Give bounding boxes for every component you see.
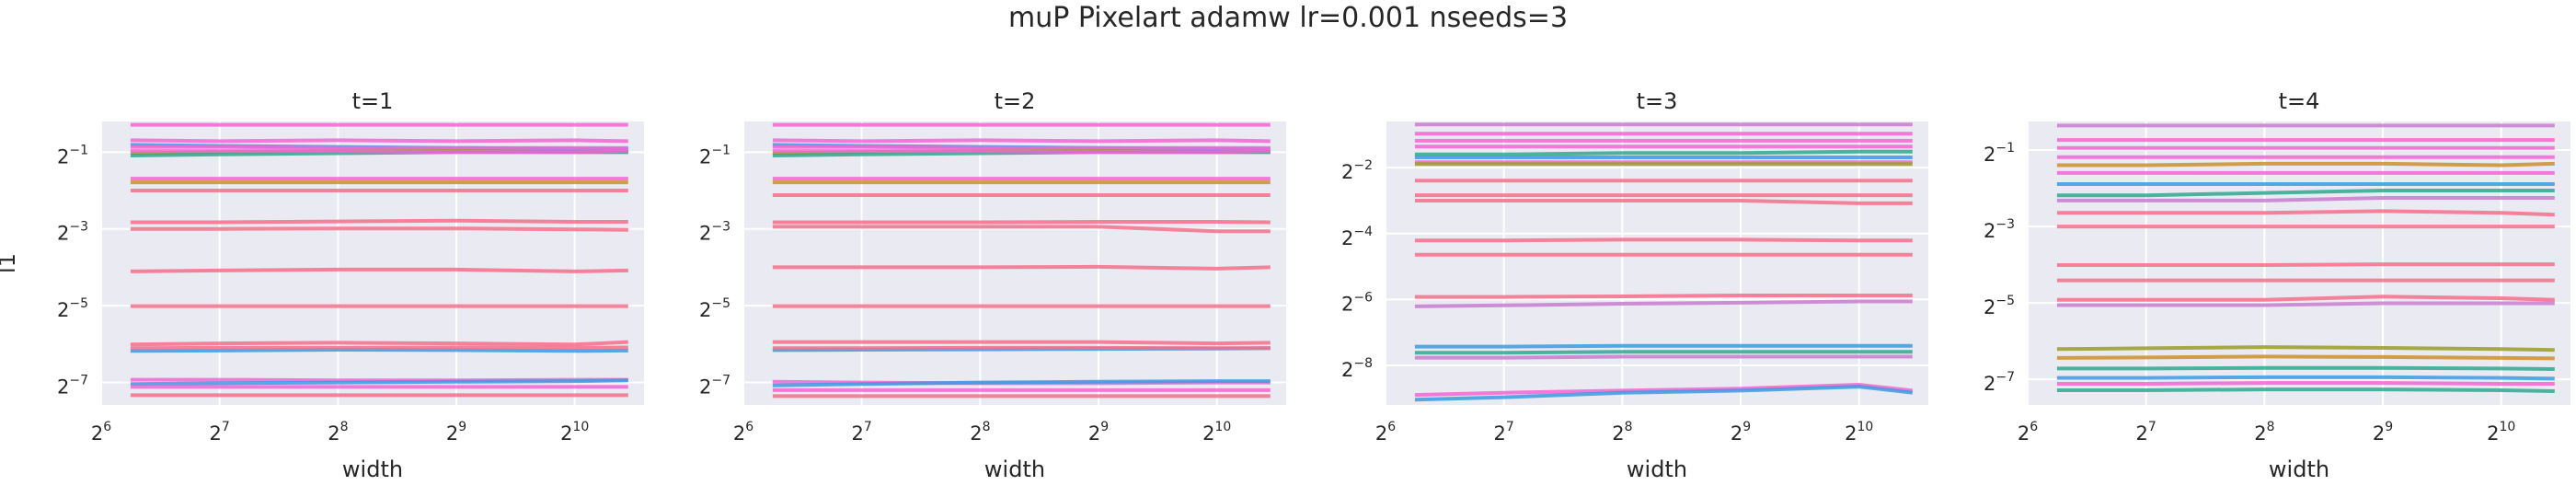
panel-2-series-line-12 (772, 264, 1271, 271)
panel-3-ytick-label-3: 2−8 (1341, 356, 1373, 381)
panel-1-ytick-label-1: 2−3 (57, 220, 88, 245)
panel-3-series-line-4 (1414, 149, 1913, 156)
panel-1-ytick-label-2: 2−5 (57, 296, 88, 321)
panel-4-title: t=4 (2279, 88, 2320, 114)
panel-2-title: t=2 (995, 88, 1036, 114)
panel-1-series-line-15 (130, 348, 628, 353)
panel-2-xtick-label-3: 29 (1088, 420, 1109, 445)
panel-3-ytick-label-1: 2−4 (1341, 225, 1373, 249)
panel-3-xtick-label-0: 26 (1375, 420, 1396, 445)
panel-2-series-line-1 (772, 138, 1271, 144)
panel-1-ylabel: l1 (0, 253, 20, 273)
panel-1-xtick-label-2: 28 (328, 420, 348, 445)
panel-4-series-line-13 (2056, 295, 2555, 302)
panel-1-background (101, 121, 644, 405)
panel-4-series-line-17 (2056, 365, 2555, 371)
panel-3-xtick-label-2: 28 (1612, 420, 1632, 445)
panel-3-series-line-10 (1414, 199, 1913, 205)
panel-2-background (743, 121, 1286, 405)
panel-2-ytick-label-2: 2−5 (699, 296, 730, 321)
panel-4-xtick-label-0: 26 (2018, 420, 2038, 445)
panel-2-series-line-14 (772, 340, 1271, 346)
panel-4-series-line-9 (2056, 209, 2555, 217)
panel-3-ytick-label-0: 2−2 (1341, 158, 1373, 183)
panel-4-xtick-label-3: 29 (2373, 420, 2393, 445)
panel-1-series-line-14 (130, 340, 628, 347)
panel-3-xlabel: width (1627, 457, 1687, 482)
panel-2-series-line-11 (772, 225, 1271, 234)
panel-2-xlabel: width (984, 457, 1045, 482)
panel-4-xtick-label-4: 210 (2487, 420, 2515, 445)
panel-4-xtick-label-1: 27 (2136, 420, 2156, 445)
panel-3-series-line-19 (1414, 385, 1914, 402)
panel-1-title: t=1 (352, 88, 394, 114)
panel-1-xlabel: width (342, 457, 403, 482)
panel-1-series-line-16 (130, 345, 628, 351)
panel-2-xtick-label-1: 27 (852, 420, 872, 445)
panel-1-xtick-label-1: 27 (210, 420, 230, 445)
panel-3-title: t=3 (1637, 88, 1678, 114)
panel-4-xlabel: width (2269, 457, 2329, 482)
panel-1-series-line-3 (130, 144, 628, 150)
panel-2-xtick-label-0: 26 (733, 420, 753, 445)
panel-4-series-line-15 (2056, 345, 2555, 353)
panel-1-series-line-1 (130, 138, 628, 144)
panel-4-ytick-label-1: 2−3 (1984, 217, 2015, 242)
panel-2-series-line-3 (772, 144, 1271, 150)
panel-4-series-line-4 (2056, 161, 2555, 168)
panel-4-series-line-19 (2056, 381, 2555, 386)
panel-3-series-line-13 (1414, 294, 1913, 299)
panel-2-xtick-label-4: 210 (1202, 420, 1231, 445)
panel-4-series-line-14 (2056, 301, 2555, 307)
figure-suptitle: muP Pixelart adamw lr=0.001 nseeds=3 (1007, 2, 1569, 34)
panel-2-ytick-label-1: 2−3 (699, 220, 730, 245)
panel-1-xtick-label-4: 210 (560, 420, 589, 445)
panel-1-series-line-18 (130, 378, 628, 387)
panel-4-xtick-label-2: 28 (2254, 420, 2274, 445)
panel-1-xtick-label-3: 29 (446, 420, 466, 445)
panel-4-series-line-16 (2056, 354, 2555, 361)
panel-4-ytick-label-0: 2−1 (1984, 141, 2015, 166)
panel-4-series-line-8 (2056, 196, 2555, 202)
panel-3-series-line-16 (1414, 350, 1913, 355)
panel-1-series-line-10 (130, 218, 628, 225)
panel-1-series-line-12 (130, 267, 628, 273)
panel-4-ytick-label-2: 2−5 (1984, 294, 2015, 318)
panel-2-xtick-label-2: 28 (970, 420, 990, 445)
panel-3-series-line-11 (1414, 237, 1913, 243)
panel-3-xtick-label-3: 29 (1731, 420, 1751, 445)
panel-1-series-line-6 (130, 149, 628, 155)
panel-1-xtick-label-0: 26 (91, 420, 111, 445)
panel-2-series-line-6 (772, 149, 1271, 155)
panel-4-series-line-7 (2056, 189, 2555, 198)
panel-1-ytick-label-3: 2−7 (57, 374, 88, 399)
panel-2-ytick-label-0: 2−1 (699, 143, 730, 168)
panel-2-ytick-label-3: 2−7 (699, 374, 730, 399)
panel-3-xtick-label-1: 27 (1494, 420, 1514, 445)
panel-3-series-line-15 (1414, 343, 1913, 349)
panel-3-ytick-label-2: 2−6 (1341, 290, 1373, 315)
panel-4-series-line-20 (2056, 387, 2555, 393)
panel-3-series-line-18 (1414, 383, 1914, 398)
panel-4-ytick-label-3: 2−7 (1984, 370, 2015, 395)
panel-1-ytick-label-0: 2−1 (57, 143, 88, 168)
panel-3-series-line-17 (1414, 354, 1913, 360)
panel-4-series-line-18 (2056, 375, 2555, 381)
panel-3-xtick-label-4: 210 (1845, 420, 1873, 445)
panel-4-series-line-11 (2056, 262, 2555, 267)
panel-1-series-line-11 (130, 226, 628, 232)
panel-2-series-line-18 (772, 379, 1271, 387)
panel-2-series-line-10 (772, 220, 1271, 225)
panel-3-series-line-14 (1414, 299, 1913, 308)
